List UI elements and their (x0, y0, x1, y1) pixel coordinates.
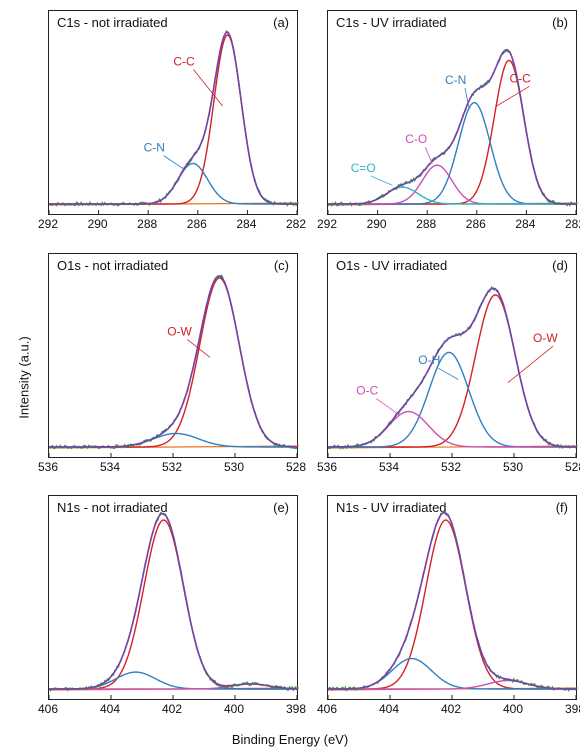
panel-letter: (d) (552, 258, 568, 273)
envelope-fit-line (328, 287, 577, 448)
raw-spectrum-line (327, 285, 577, 450)
peak-label: O-W (167, 324, 192, 338)
panel-d: O1s - UV irradiated (d) O-W O-H O-C (327, 253, 579, 458)
x-tick-label: 404 (378, 702, 400, 716)
peak-label: C-N (144, 141, 165, 155)
x-tick-label: 536 (37, 460, 59, 474)
spectrum-plot (327, 510, 579, 699)
x-tick-label: 400 (223, 702, 245, 716)
component-n-red (49, 519, 297, 690)
component-o-w (49, 277, 298, 448)
peak-label: C-C (173, 54, 195, 68)
x-tick-label: 532 (161, 460, 183, 474)
peak-label: C-O (405, 132, 427, 146)
panel-title: O1s - not irradiated (57, 258, 169, 273)
x-tick-label: 534 (99, 460, 121, 474)
peak-label: C-N (445, 73, 466, 87)
x-tick-label: 528 (285, 460, 307, 474)
panel-letter: (b) (552, 15, 568, 30)
x-tick-label: 292 (316, 217, 338, 231)
spectrum-plot: C-C C-N (48, 30, 300, 214)
peak-leader-line (193, 69, 223, 107)
panel-letter: (f) (555, 500, 568, 515)
peak-label: C-C (509, 71, 531, 85)
x-tick-label: 398 (285, 702, 307, 716)
envelope-fit-line (49, 31, 297, 205)
x-tick-label: 288 (137, 217, 158, 231)
x-tick-label: 404 (99, 702, 121, 716)
y-axis-label: Intensity (a.u.) (16, 336, 32, 419)
peak-label: O-H (418, 353, 440, 367)
x-tick-label: 290 (87, 217, 108, 231)
envelope-fit-line (49, 275, 298, 448)
panel-b: C1s - UV irradiated (b) C-C C-N C-O C=O (327, 10, 579, 215)
x-tick-label: 406 (316, 702, 338, 716)
panel-title: O1s - UV irradiated (336, 258, 448, 273)
panel-letter: (e) (273, 500, 289, 515)
component-n-blue (328, 657, 576, 690)
panel-title: N1s - not irradiated (57, 500, 168, 515)
panel-f: N1s - UV irradiated (f) (327, 495, 579, 700)
component-c-n (328, 101, 576, 205)
component-n-red (328, 519, 576, 690)
component-o-w (328, 294, 577, 448)
peak-leader-line (496, 85, 530, 107)
spectrum-plot: O-W (48, 274, 300, 457)
peak-leader-line (507, 345, 554, 384)
x-tick-label: 400 (502, 702, 524, 716)
peak-leader-line (163, 155, 184, 169)
x-axis-label: Binding Energy (eV) (231, 732, 349, 747)
component-c-n (49, 162, 297, 205)
panel-c: O1s - not irradiated (c) O-W (48, 253, 300, 458)
x-tick-label: 282 (285, 217, 307, 231)
panel-title: N1s - UV irradiated (336, 500, 447, 515)
x-tick-label: 398 (564, 702, 580, 716)
peak-leader-line (376, 398, 400, 416)
panel-letter: (a) (273, 15, 289, 30)
panel-title: C1s - not irradiated (57, 15, 168, 30)
x-tick-label: 530 (502, 460, 524, 474)
panel-letter: (c) (273, 258, 289, 273)
spectrum-plot: C-C C-N C-O C=O (327, 48, 579, 214)
x-tick-label: 530 (223, 460, 245, 474)
peak-leader-line (438, 367, 459, 380)
peak-leader-line (186, 339, 211, 358)
envelope-fit-line (328, 48, 577, 205)
x-tick-label: 282 (564, 217, 580, 231)
x-tick-label: 534 (378, 460, 400, 474)
x-tick-label: 286 (186, 217, 207, 231)
x-tick-label: 532 (440, 460, 462, 474)
peak-leader-line (370, 175, 393, 186)
spectrum-plot: O-W O-H O-C (327, 285, 579, 457)
x-tick-label: 284 (236, 217, 257, 231)
x-tick-label: 286 (465, 217, 486, 231)
x-tick-label: 290 (366, 217, 387, 231)
peak-label: O-C (356, 384, 378, 398)
x-tick-label: 536 (316, 460, 338, 474)
peak-label: O-W (533, 331, 558, 345)
panel-e: N1s - not irradiated (e) (48, 495, 300, 700)
x-tick-label: 292 (37, 217, 59, 231)
envelope-fit-line (49, 512, 298, 690)
panel-title: C1s - UV irradiated (336, 15, 447, 30)
peak-label: C=O (351, 161, 376, 175)
x-tick-label: 284 (515, 217, 536, 231)
peak-leader-line (424, 147, 433, 164)
peak-leader-line (464, 87, 470, 110)
component-c=o (328, 186, 576, 205)
x-tick-label: 288 (416, 217, 437, 231)
x-tick-label: 402 (161, 702, 183, 716)
x-tick-label: 528 (564, 460, 580, 474)
x-tick-label: 406 (37, 702, 59, 716)
x-tick-label: 402 (440, 702, 462, 716)
envelope-fit-line (328, 511, 577, 690)
panel-a: C1s - not irradiated (a) C-C C-N (48, 10, 300, 215)
component-o-c (328, 410, 576, 448)
raw-spectrum-line (327, 510, 577, 692)
spectrum-plot (48, 511, 300, 699)
